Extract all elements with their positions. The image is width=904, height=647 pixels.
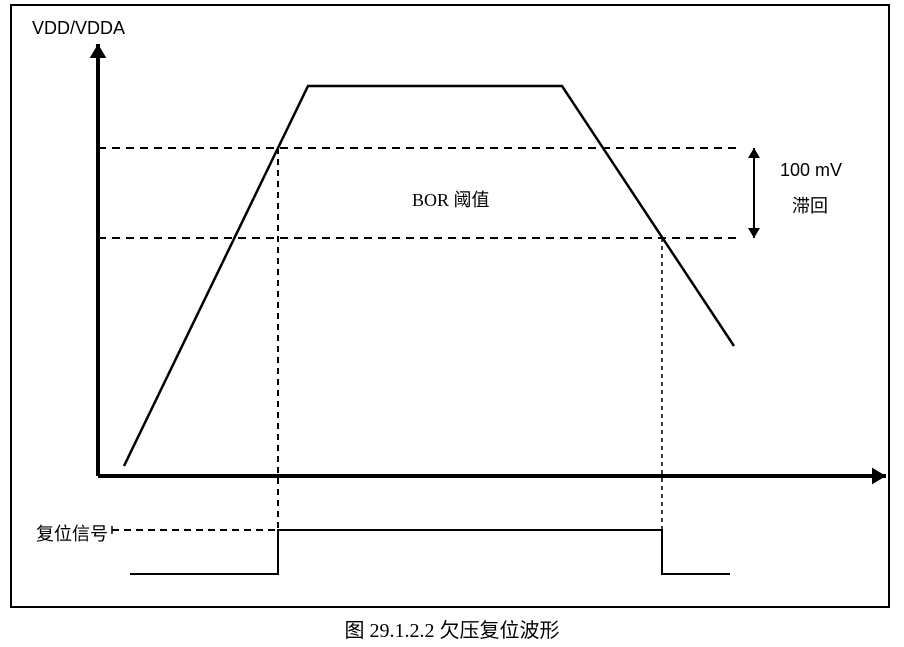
- diagram-frame: VDD/VDDA BOR 阈值 100 mV 滞回 复位信号: [10, 4, 890, 608]
- label-hysteresis-mv: 100 mV: [780, 160, 842, 181]
- label-reset-signal: 复位信号: [36, 520, 108, 546]
- label-hysteresis-cn: 滞回: [792, 192, 828, 218]
- figure-caption: 图 29.1.2.2 欠压复位波形: [0, 614, 904, 643]
- diagram-svg: [12, 6, 892, 610]
- label-vdd-vdda: VDD/VDDA: [32, 18, 125, 39]
- label-bor-threshold: BOR 阈值: [412, 186, 490, 212]
